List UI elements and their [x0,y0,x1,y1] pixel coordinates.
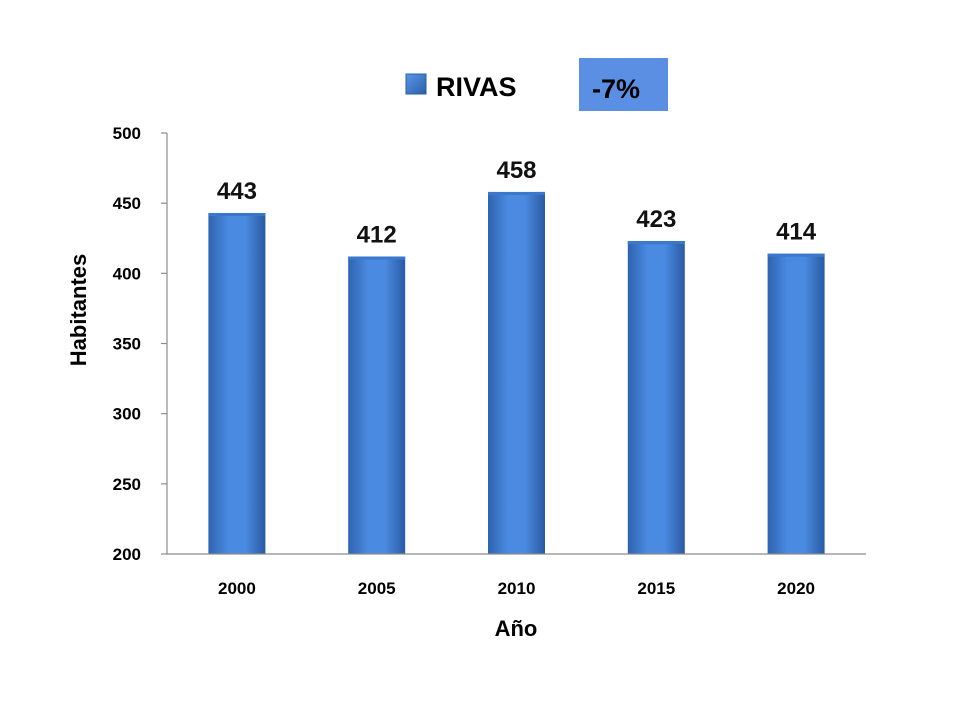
y-tick-label: 400 [113,264,141,283]
bar-cap-2000 [208,212,266,216]
data-label-2020: 414 [776,219,817,246]
y-axis-title: Habitantes [66,254,91,366]
change-badge: -7% [579,58,668,111]
bar-2000 [208,212,266,555]
x-tick-label-2010: 2010 [498,579,536,598]
bar-cap-2010 [488,191,545,195]
badge-text: -7% [592,74,640,104]
bar-cap-2020 [767,253,825,257]
y-axis-ticks: 200 250 300 350 400 450 500 [113,124,167,564]
data-label-2015: 423 [636,206,676,233]
bar-cap-2015 [627,241,685,245]
bar-2015 [627,241,685,554]
data-label-2005: 412 [357,221,397,248]
badge-box [579,58,668,111]
legend-label: RIVAS [436,72,517,102]
bars [208,191,825,555]
x-axis-ticks: 2000 2005 2010 2015 2020 [218,579,815,598]
x-axis-title: Año [495,616,538,641]
y-tick-label: 200 [113,545,141,564]
x-tick-label-2005: 2005 [358,579,396,598]
data-label-2010: 458 [496,157,536,184]
y-tick-label: 250 [113,475,141,494]
y-tick-label: 450 [113,194,141,213]
x-tick-label-2000: 2000 [218,579,256,598]
legend: RIVAS [405,72,517,102]
legend-swatch [405,73,427,95]
data-label-2000: 443 [217,178,257,205]
bar-2005 [348,256,406,554]
bar-cap-2005 [348,256,406,260]
bar-2010 [488,191,545,554]
data-labels: 443 412 458 423 414 [217,157,817,249]
y-tick-label: 350 [113,335,141,354]
x-tick-label-2020: 2020 [777,579,815,598]
bar-2020 [767,253,825,555]
y-tick-label: 500 [113,124,141,143]
x-tick-label-2015: 2015 [637,579,675,598]
y-tick-label: 300 [113,405,141,424]
